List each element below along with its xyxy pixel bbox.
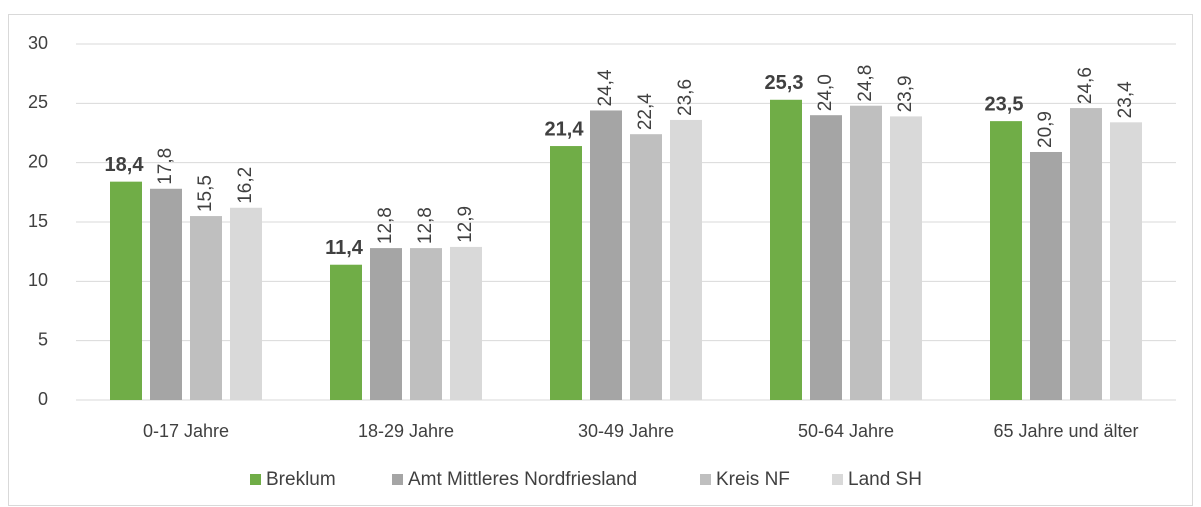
bar <box>450 246 482 400</box>
legend-swatch <box>832 474 843 485</box>
value-label: 11,4 <box>325 237 364 259</box>
value-label: 18,4 <box>105 154 145 176</box>
legend-label: Breklum <box>266 469 336 490</box>
x-tick-label: 50-64 Jahre <box>798 421 894 441</box>
value-label: 24,6 <box>1075 67 1096 104</box>
x-tick-label: 18-29 Jahre <box>358 421 454 441</box>
bar <box>1110 122 1142 400</box>
value-label: 16,2 <box>235 167 256 204</box>
bar <box>810 115 842 400</box>
value-label: 25,3 <box>765 72 804 94</box>
legend-label: Land SH <box>848 469 922 490</box>
bar <box>410 248 442 400</box>
bar <box>330 264 362 400</box>
bar <box>590 110 622 400</box>
legend-swatch <box>392 474 403 485</box>
x-tick-label: 30-49 Jahre <box>578 421 674 441</box>
legend-label: Amt Mittleres Nordfriesland <box>408 469 637 490</box>
legend-label: Kreis NF <box>716 469 790 490</box>
value-label: 23,9 <box>895 75 916 112</box>
value-label: 24,8 <box>855 65 876 102</box>
legend-swatch <box>250 474 261 485</box>
bar <box>110 181 142 400</box>
y-tick-label: 30 <box>28 33 48 53</box>
value-label: 15,5 <box>195 175 216 212</box>
bar <box>990 121 1022 400</box>
y-tick-label: 20 <box>28 151 48 171</box>
value-label: 21,4 <box>545 118 585 140</box>
bar <box>670 119 702 401</box>
value-label: 12,8 <box>415 207 436 244</box>
value-label: 17,8 <box>155 148 176 185</box>
bar <box>190 216 222 400</box>
value-label: 12,9 <box>455 206 476 243</box>
bar <box>630 134 662 401</box>
y-tick-label: 25 <box>28 92 48 112</box>
bar <box>850 105 882 400</box>
value-label: 24,0 <box>815 74 836 111</box>
bar <box>890 116 922 401</box>
y-tick-label: 10 <box>28 270 48 290</box>
bar <box>150 188 182 400</box>
y-tick-label: 5 <box>38 329 48 349</box>
value-label: 23,6 <box>675 79 696 116</box>
bar <box>370 248 402 400</box>
bar <box>230 207 262 400</box>
value-label: 20,9 <box>1035 111 1056 148</box>
bar <box>1030 151 1062 400</box>
y-tick-label: 15 <box>28 211 48 231</box>
y-tick-label: 0 <box>38 389 48 409</box>
legend-swatch <box>700 474 711 485</box>
value-label: 23,5 <box>985 93 1024 115</box>
x-tick-label: 65 Jahre und älter <box>993 421 1138 441</box>
x-tick-label: 0-17 Jahre <box>143 421 229 441</box>
bar <box>770 99 802 401</box>
value-label: 22,4 <box>635 93 656 130</box>
value-label: 24,4 <box>595 69 616 106</box>
value-label: 23,4 <box>1115 81 1136 118</box>
bar <box>550 146 582 400</box>
value-label: 12,8 <box>375 207 396 244</box>
bar <box>1070 108 1102 400</box>
